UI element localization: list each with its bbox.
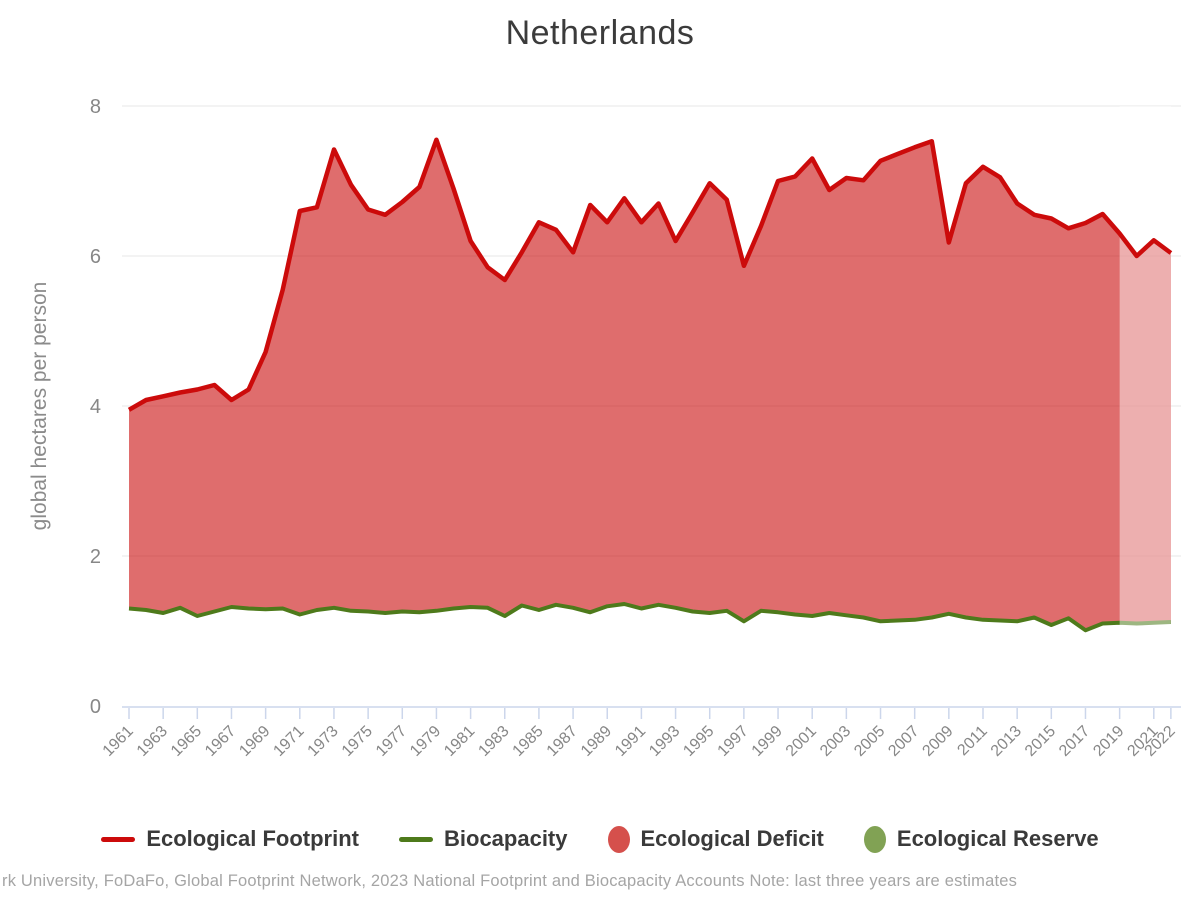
x-axis-tick-label: 1969 xyxy=(236,723,273,760)
source-attribution: rk University, FoDaFo, Global Footprint … xyxy=(2,872,1018,890)
y-axis-tick-label: 2 xyxy=(90,546,101,568)
x-axis-tick-label: 1993 xyxy=(646,723,683,760)
x-axis-tick-label: 1971 xyxy=(270,723,307,760)
legend-label: Ecological Footprint xyxy=(146,826,359,851)
estimate-years-band xyxy=(1119,106,1171,706)
x-axis-tick-label: 1973 xyxy=(305,723,342,760)
x-axis-tick-label: 1997 xyxy=(715,723,752,760)
x-axis-tick-label: 1987 xyxy=(544,723,581,760)
reserve-dot-icon xyxy=(863,825,886,853)
x-axis-tick-label: 2011 xyxy=(954,723,990,759)
x-axis-tick-label: 2017 xyxy=(1056,723,1093,760)
x-axis-tick-label: 1981 xyxy=(441,723,478,760)
legend-label: Biocapacity xyxy=(444,826,568,851)
x-axis-tick-label: 2019 xyxy=(1090,723,1127,760)
legend-item-ecological-footprint[interactable]: Ecological Footprint xyxy=(101,826,359,852)
legend-item-ecological-reserve[interactable]: Ecological Reserve xyxy=(863,825,1099,853)
x-axis-tick-label: 2007 xyxy=(885,723,922,760)
x-axis-tick-label: 1967 xyxy=(202,723,239,760)
x-axis-tick-label: 2013 xyxy=(988,723,1025,760)
x-axis-tick-label: 1991 xyxy=(612,723,649,760)
y-axis-tick-label: 0 xyxy=(90,696,101,718)
biocapacity-line xyxy=(128,602,1171,633)
y-axis-tick-label: 4 xyxy=(90,396,101,418)
x-axis-tick-label: 1999 xyxy=(749,723,786,760)
y-axis-tick-label: 6 xyxy=(90,246,101,268)
x-axis-tick-label: 1995 xyxy=(680,723,717,760)
legend-label: Ecological Reserve xyxy=(896,826,1099,851)
y-axis-title: global hectares per person xyxy=(28,282,51,531)
biocapacity-line-marker-icon xyxy=(399,836,433,842)
legend: Ecological Footprint Biocapacity Ecologi… xyxy=(0,820,1200,858)
x-axis-tick-label: 2003 xyxy=(817,723,854,760)
legend-item-ecological-deficit[interactable]: Ecological Deficit xyxy=(607,825,824,853)
x-axis-tick-label: 1961 xyxy=(100,723,137,760)
x-axis-tick-label: 1963 xyxy=(134,723,171,760)
ecological-deficit-area xyxy=(129,139,1171,631)
ecological-footprint-line xyxy=(127,137,1173,412)
x-axis-tick-label: 2001 xyxy=(783,723,820,760)
x-axis-tick-label: 1977 xyxy=(373,723,410,760)
x-axis-tick-label: 1979 xyxy=(407,723,444,760)
x-axis-tick-label: 1989 xyxy=(578,723,615,760)
legend-item-biocapacity[interactable]: Biocapacity xyxy=(399,826,568,852)
deficit-dot-icon xyxy=(607,825,630,853)
footprint-line-marker-icon xyxy=(101,836,136,842)
x-axis-tick-label: 1975 xyxy=(339,723,376,760)
x-axis-tick-label: 2005 xyxy=(851,723,888,760)
x-axis-tick-label: 2015 xyxy=(1022,723,1059,760)
legend-label: Ecological Deficit xyxy=(640,826,824,851)
x-axis-tick-label: 1985 xyxy=(510,723,547,760)
x-axis-tick-label: 1965 xyxy=(168,723,205,760)
x-axis-tick-label: 1983 xyxy=(475,723,512,760)
x-axis-tick-label: 2009 xyxy=(919,723,956,760)
y-axis-tick-label: 8 xyxy=(90,96,101,118)
page-title: Netherlands xyxy=(505,14,695,52)
